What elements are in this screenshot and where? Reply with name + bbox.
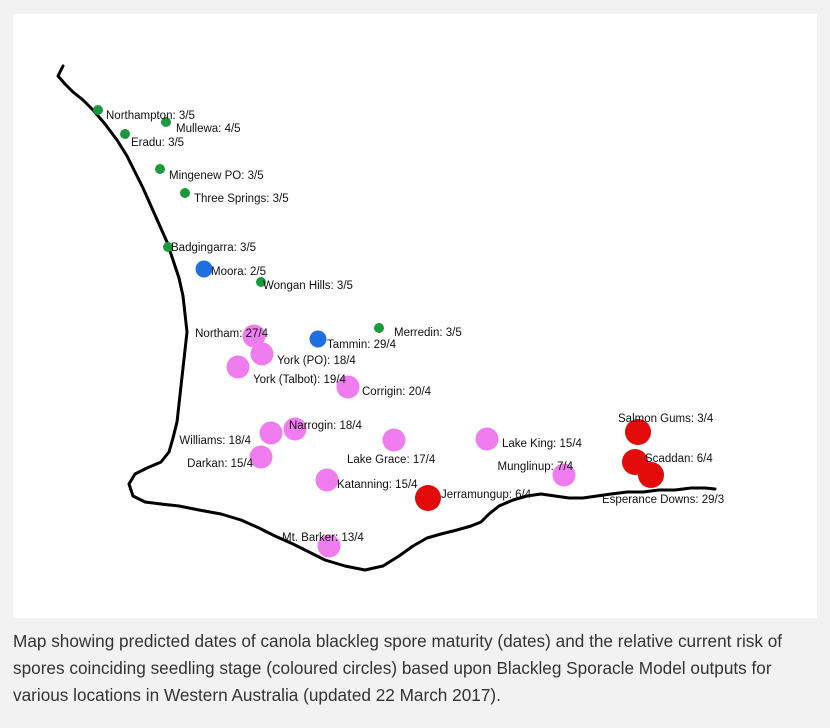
location-label: Mullewa: 4/5 — [176, 123, 241, 135]
location-label: Moora: 2/5 — [211, 266, 266, 278]
risk-marker — [382, 428, 406, 452]
risk-marker — [625, 419, 651, 445]
risk-marker — [242, 324, 266, 348]
location-label: Mingenew PO: 3/5 — [169, 170, 264, 182]
location-label: Mt. Barker: 13/4 — [282, 532, 364, 544]
risk-marker — [475, 427, 499, 451]
location-label: Williams: 18/4 — [179, 435, 251, 447]
location-label: Three Springs: 3/5 — [194, 193, 289, 205]
map-panel: Northampton: 3/5 Mullewa: 4/5 Eradu: 3/5 Mi… — [13, 14, 817, 618]
location-label: Salmon Gums: 3/4 — [618, 413, 714, 425]
risk-marker — [155, 164, 165, 174]
location-label: Eradu: 3/5 — [131, 137, 184, 149]
risk-marker — [120, 129, 130, 139]
risk-marker — [259, 421, 283, 445]
risk-marker — [93, 105, 103, 115]
risk-marker — [161, 117, 171, 127]
location-label: York (PO): 18/4 — [277, 355, 356, 367]
location-label: Tammin: 29/4 — [327, 339, 397, 351]
risk-marker — [226, 355, 250, 379]
location-label: Darkan: 15/4 — [187, 458, 253, 470]
map-caption: Map showing predicted dates of canola bl… — [13, 631, 783, 705]
location-label: Esperance Downs: 29/3 — [602, 494, 724, 506]
risk-marker — [250, 342, 274, 366]
risk-marker — [283, 417, 307, 441]
risk-marker — [374, 323, 384, 333]
location-markers — [93, 105, 664, 558]
location-label: Corrigin: 20/4 — [362, 386, 432, 398]
location-label: Northampton: 3/5 — [106, 110, 195, 122]
location-label: Wongan Hills: 3/5 — [263, 280, 353, 292]
location-label: Lake King: 15/4 — [502, 438, 583, 450]
risk-marker — [638, 462, 664, 488]
risk-marker — [317, 534, 341, 558]
location-label: York (Talbot): 19/4 — [253, 374, 347, 386]
risk-marker — [256, 277, 266, 287]
risk-marker — [336, 375, 360, 399]
location-label: Jerramungup: 6/4 — [441, 489, 532, 501]
risk-marker — [163, 242, 173, 252]
location-label: Merredin: 3/5 — [394, 327, 462, 339]
risk-marker — [249, 445, 273, 469]
risk-marker — [315, 468, 339, 492]
risk-marker — [195, 260, 213, 278]
risk-marker — [180, 188, 190, 198]
risk-marker — [552, 463, 576, 487]
location-label: Narrogin: 18/4 — [289, 420, 362, 432]
location-label: Badgingarra: 3/5 — [171, 242, 256, 254]
location-label: Lake Grace: 17/4 — [347, 454, 436, 466]
location-label: Munglinup: 7/4 — [498, 461, 574, 473]
risk-marker — [415, 485, 441, 511]
location-label: Scaddan: 6/4 — [645, 453, 713, 465]
location-label: Northam: 27/4 — [195, 328, 268, 340]
risk-marker — [309, 330, 327, 348]
location-label: Katanning: 15/4 — [337, 479, 418, 491]
coastline — [56, 64, 717, 572]
